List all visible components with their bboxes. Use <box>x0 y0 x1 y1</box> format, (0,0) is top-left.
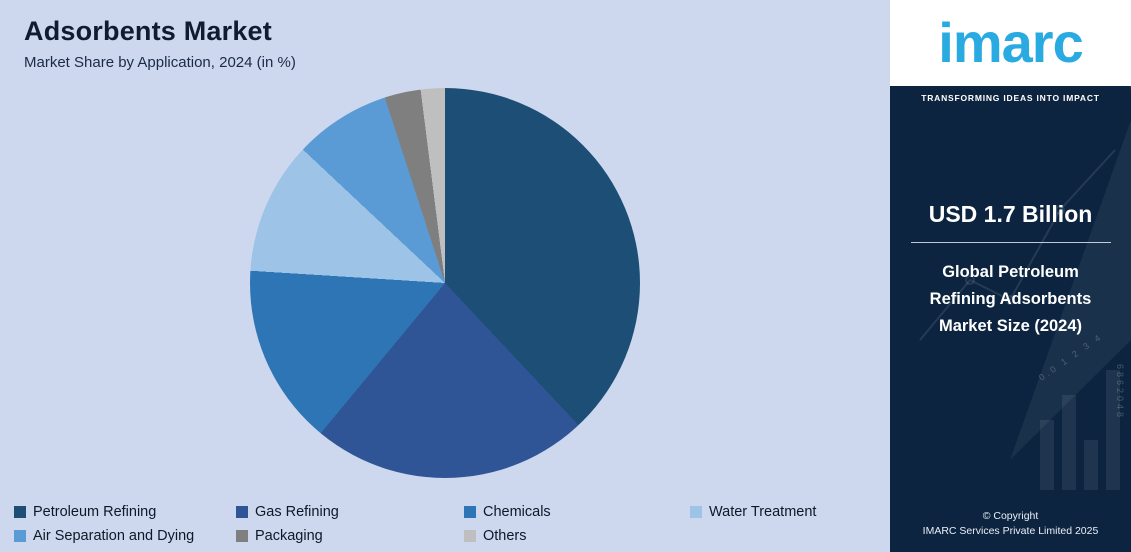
imarc-logo-text: imarc <box>938 11 1083 74</box>
legend-label: Packaging <box>255 528 323 544</box>
market-size-headline: USD 1.7 Billion <box>928 201 1093 227</box>
legend-swatch <box>236 530 248 542</box>
legend-label: Others <box>483 528 527 544</box>
market-size-description: Global Petroleum Refining Adsorbents Mar… <box>929 263 1092 336</box>
legend-item-air-separation: Air Separation and Dying <box>14 528 236 544</box>
legend-label: Water Treatment <box>709 504 817 520</box>
chart-area: Adsorbents Market Market Share by Applic… <box>0 16 890 544</box>
watermark-serial-numbers: 6862048 <box>1115 363 1125 420</box>
legend-item-others: Others <box>464 528 690 544</box>
divider-line <box>910 242 1111 243</box>
copyright-line2: IMARC Services Private Limited 2025 <box>922 525 1099 538</box>
legend-swatch <box>236 506 248 518</box>
legend-item-packaging: Packaging <box>236 528 464 544</box>
legend-swatch <box>464 530 476 542</box>
side-panel: imarc TRANSFORMING IDEAS INTO IMPACT USD… <box>890 0 1131 552</box>
legend-label: Petroleum Refining <box>33 504 157 520</box>
legend-swatch <box>464 506 476 518</box>
legend-item-chemicals: Chemicals <box>464 504 690 520</box>
page-title: Adsorbents Market <box>24 16 272 46</box>
legend-label: Gas Refining <box>255 504 339 520</box>
imarc-logo: imarc <box>890 0 1131 86</box>
page-subtitle: Market Share by Application, 2024 (in %) <box>24 54 296 71</box>
legend-item-water-treatment: Water Treatment <box>690 504 884 520</box>
chart-legend: Petroleum Refining Gas Refining Chemical… <box>14 504 884 544</box>
pie-chart-wrapper <box>0 88 890 478</box>
legend-swatch <box>690 506 702 518</box>
legend-swatch <box>14 530 26 542</box>
pie-chart <box>250 88 640 478</box>
logo-tagline: TRANSFORMING IDEAS INTO IMPACT <box>921 93 1100 103</box>
legend-item-gas-refining: Gas Refining <box>236 504 464 520</box>
legend-swatch <box>14 506 26 518</box>
copyright-line1: © Copyright <box>982 509 1039 522</box>
legend-label: Chemicals <box>483 504 551 520</box>
legend-item-petroleum-refining: Petroleum Refining <box>14 504 236 520</box>
legend-label: Air Separation and Dying <box>33 528 195 544</box>
copyright-note: © Copyright IMARC Services Private Limit… <box>890 509 1131 541</box>
